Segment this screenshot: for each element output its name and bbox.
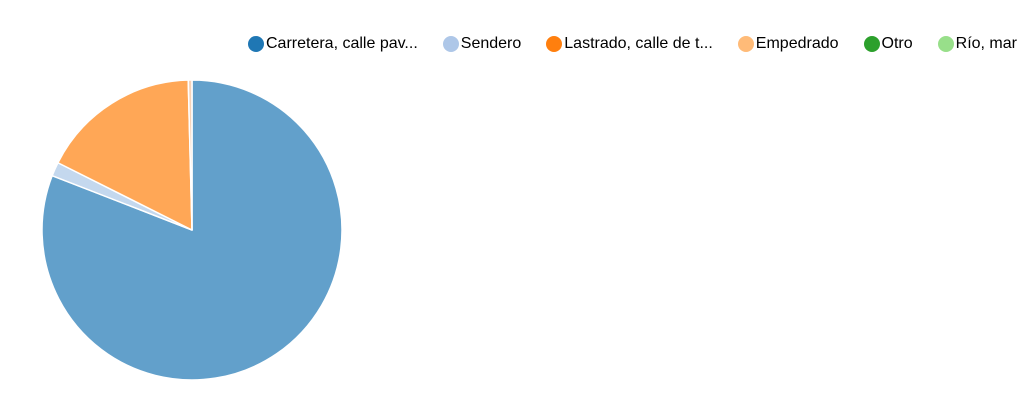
pie-slice[interactable] — [57, 79, 193, 231]
legend-item[interactable]: Carretera, calle pav... — [248, 35, 418, 53]
legend-item[interactable]: Empedrado — [737, 35, 839, 53]
legend-swatch — [863, 36, 880, 52]
legend-item[interactable]: Lastrado, calle de t... — [546, 35, 713, 53]
legend-label: Sendero — [460, 35, 522, 52]
legend-swatch — [546, 36, 563, 52]
legend-label: Río, mar — [955, 35, 1017, 52]
legend-swatch — [248, 36, 264, 52]
legend-item[interactable]: Río, mar — [937, 35, 1017, 53]
legend: Carretera, calle pav... Sendero Lastrado, … — [248, 33, 1030, 55]
legend-item[interactable]: Otro — [863, 35, 913, 53]
legend-label: Carretera, calle pav... — [266, 35, 418, 52]
legend-label: Empedrado — [755, 35, 839, 52]
legend-label: Otro — [881, 35, 913, 52]
legend-item[interactable]: Sendero — [442, 35, 522, 53]
legend-label: Lastrado, calle de t... — [564, 35, 713, 52]
pie-slice[interactable] — [187, 79, 193, 231]
legend-swatch — [937, 36, 954, 52]
legend-swatch — [737, 36, 754, 52]
legend-swatch — [442, 36, 459, 52]
